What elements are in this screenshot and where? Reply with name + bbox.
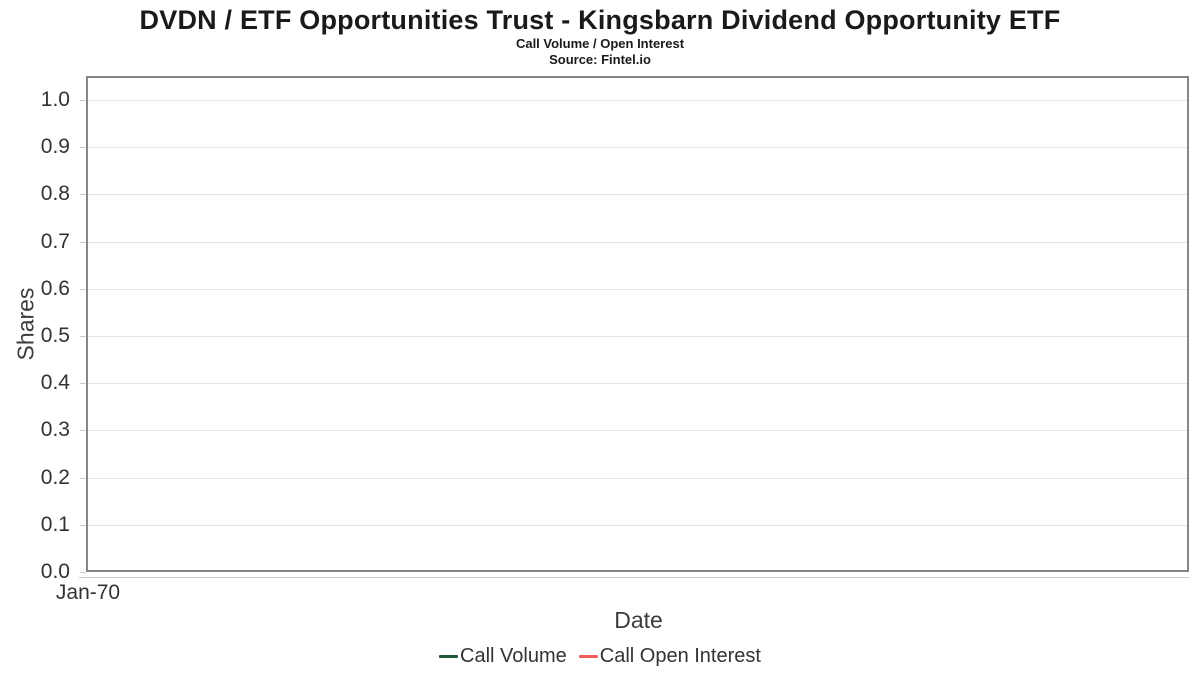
y-axis-tick — [80, 383, 86, 384]
legend-marker — [578, 655, 598, 658]
chart-title: DVDN / ETF Opportunities Trust - Kingsba… — [139, 5, 1061, 35]
legend-label: Call Volume — [460, 645, 567, 667]
legend-label: Call Open Interest — [599, 645, 761, 667]
y-axis-tick — [80, 147, 86, 148]
legend: Call Volume Call Open Interest — [0, 645, 1200, 668]
legend-item-call-open-interest[interactable]: Call Open Interest — [578, 645, 761, 668]
legend-item-call-volume[interactable]: Call Volume — [439, 645, 567, 668]
y-tick-label: 0.2 — [40, 466, 70, 489]
y-axis-tick — [80, 478, 86, 479]
y-axis-tick — [80, 242, 86, 243]
y-tick-label: 0.4 — [40, 371, 70, 394]
chart-subtitle: Call Volume / Open Interest — [515, 36, 685, 51]
y-axis-tick — [80, 525, 86, 526]
x-axis-line — [79, 577, 1190, 578]
y-axis-title: Shares — [12, 287, 39, 361]
y-tick-label: 0.7 — [40, 230, 70, 253]
y-axis-tick — [80, 572, 86, 573]
y-axis-tick — [80, 289, 86, 290]
legend-marker — [439, 655, 459, 658]
y-tick-label: 0.3 — [40, 418, 70, 441]
x-tick-label: Jan-70 — [55, 581, 121, 604]
x-axis-title: Date — [614, 607, 663, 633]
y-axis-tick — [80, 100, 86, 101]
plot-area — [86, 76, 1189, 572]
y-tick-label: 0.0 — [40, 560, 70, 583]
y-axis-tick — [80, 430, 86, 431]
y-axis-tick — [80, 336, 86, 337]
y-axis-tick — [80, 194, 86, 195]
chart-source: Source: Fintel.io — [549, 52, 651, 67]
y-tick-label: 0.6 — [40, 277, 70, 300]
y-tick-label: 0.9 — [40, 135, 70, 158]
y-tick-label: 0.5 — [40, 324, 70, 347]
y-tick-label: 1.0 — [40, 88, 70, 111]
y-tick-label: 0.8 — [40, 182, 70, 205]
y-tick-label: 0.1 — [40, 513, 70, 536]
